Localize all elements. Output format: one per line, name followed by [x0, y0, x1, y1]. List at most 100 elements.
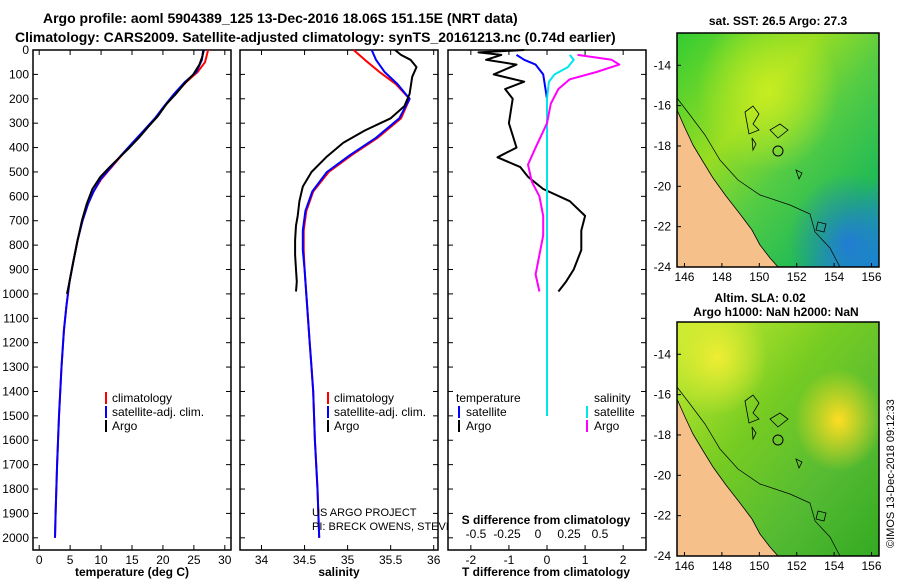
legend-t-satellite-label: satellite [466, 405, 507, 419]
temperature-xlabel: temperature (deg C) [75, 565, 189, 579]
legend-temperature-title: temperature [456, 391, 521, 405]
y-tick-label: 1200 [2, 336, 29, 350]
map-y-tick-label: -22 [654, 509, 672, 523]
difference-top-xlabel: S difference from climatology [462, 513, 631, 527]
y-tick-label: 1400 [2, 384, 29, 398]
x-tick-label: 20 [156, 553, 170, 567]
sst-map: sat. SST: 26.5 Argo: 27.3 146 148 150 152 15… [654, 14, 882, 284]
top-x-tick-label: -0.5 [466, 527, 487, 541]
sst-map-frame [676, 32, 880, 268]
difference-xlabel: T difference from climatology [462, 565, 630, 579]
legend-argo-label: Argo [112, 419, 138, 433]
series-t-argo [477, 49, 587, 293]
x-tick-label: 0 [544, 553, 551, 567]
legend-t-argo-label: Argo [466, 419, 492, 433]
map-x-tick-label: 152 [787, 559, 807, 573]
salinity-legend: climatology satellite-adj. clim. Argo [327, 391, 426, 433]
x-tick-label: 25 [187, 553, 201, 567]
sla-map: Altim. SLA: 0.02 Argo h1000: NaN h2000: … [654, 291, 882, 573]
y-tick-label: 200 [9, 92, 29, 106]
y-tick-label: 600 [9, 189, 29, 203]
top-x-tick-label: 0.5 [592, 527, 609, 541]
top-x-tick-label: 0.25 [557, 527, 581, 541]
x-tick-label: 2 [620, 553, 627, 567]
map-x-tick-label: 146 [674, 270, 694, 284]
credit-line1: US ARGO PROJECT [312, 507, 417, 519]
map-y-tick-label: -22 [654, 220, 672, 234]
y-tick-label: 400 [9, 141, 29, 155]
x-tick-label: 35.5 [379, 553, 403, 567]
map-y-tick-label: -16 [654, 388, 672, 402]
map-x-tick-label: 146 [674, 559, 694, 573]
y-tick-label: 1500 [2, 409, 29, 423]
y-tick-label: 1100 [3, 311, 29, 325]
sst-reefs [744, 105, 827, 233]
y-tick-label: 800 [9, 238, 29, 252]
sla-argo-marker [772, 434, 784, 446]
map-x-tick-label: 148 [712, 270, 732, 284]
y-tick-label: 500 [9, 165, 29, 179]
temperature-legend: climatology satellite-adj. clim. Argo [105, 391, 204, 433]
x-tick-label: 34 [255, 553, 269, 567]
map-x-tick-label: 148 [712, 559, 732, 573]
map-x-tick-label: 156 [862, 270, 882, 284]
x-tick-label: 30 [218, 553, 232, 567]
x-tick-label: -2 [466, 553, 477, 567]
map-x-tick-label: 154 [824, 559, 844, 573]
map-y-tick-label: -16 [654, 99, 672, 113]
y-tick-label: 700 [9, 214, 29, 228]
legend-s-argo-label: Argo [594, 419, 620, 433]
sla-map-title-line1: Altim. SLA: 0.02 [714, 291, 806, 305]
x-tick-label: 35 [341, 553, 355, 567]
legend-s-satellite-label: satellite [594, 405, 635, 419]
y-tick-label: 300 [9, 116, 29, 130]
x-tick-label: 10 [94, 553, 108, 567]
series-argo [66, 49, 205, 295]
x-tick-label: -1 [504, 553, 515, 567]
map-y-tick-label: -18 [654, 428, 672, 442]
y-tick-label: 1600 [2, 433, 29, 447]
y-tick-label: 1900 [2, 506, 29, 520]
y-tick-label: 1300 [2, 360, 29, 374]
x-tick-label: 15 [125, 553, 139, 567]
sst-land [677, 109, 779, 267]
figure-title-line1: Argo profile: aoml 5904389_125 13-Dec-20… [43, 10, 518, 26]
map-x-tick-label: 154 [824, 270, 844, 284]
series-s-satellite [546, 54, 575, 416]
legend-climatology-label: climatology [112, 391, 172, 405]
x-tick-label: 36 [427, 553, 441, 567]
legend-salinity-title: salinity [594, 391, 631, 405]
y-tick-label: 2000 [2, 531, 29, 545]
sla-land [677, 398, 779, 556]
salinity-axes-frame [239, 49, 439, 551]
legend-climatology-label: climatology [334, 391, 394, 405]
y-tick-label: 900 [9, 263, 29, 277]
y-tick-label: 0 [22, 43, 29, 57]
series-satellite-adj-clim- [54, 49, 205, 538]
legend-satellite-label: satellite-adj. clim. [334, 405, 426, 419]
map-x-tick-label: 152 [787, 270, 807, 284]
map-y-tick-label: -24 [654, 549, 672, 563]
map-x-tick-label: 156 [862, 559, 882, 573]
salinity-panel: 34 34.5 35 35.5 36 salinity climatology sate… [239, 49, 569, 579]
legend-satellite-label: satellite-adj. clim. [112, 405, 204, 419]
series-argo [294, 49, 418, 292]
map-y-tick-label: -18 [654, 139, 672, 153]
map-x-tick-label: 150 [749, 270, 769, 284]
salinity-xlabel: salinity [318, 565, 360, 579]
map-y-tick-label: -20 [654, 468, 672, 482]
map-y-tick-label: -24 [654, 260, 672, 274]
temperature-axes-frame [32, 49, 232, 551]
top-x-tick-label: -0.25 [493, 527, 521, 541]
x-tick-label: 5 [67, 553, 74, 567]
temperature-panel: 0 100 200 300 400 500 600 700 800 900 1000 1100 1200… [2, 43, 232, 579]
y-tick-label: 1800 [2, 482, 29, 496]
x-tick-label: 1 [582, 553, 589, 567]
x-tick-label: 34.5 [293, 553, 317, 567]
y-tick-label: 100 [9, 67, 29, 81]
sla-map-title-line2: Argo h1000: NaN h2000: NaN [693, 305, 858, 319]
y-tick-label: 1000 [2, 287, 29, 301]
legend-argo-label: Argo [334, 419, 360, 433]
sla-map-frame [676, 321, 880, 557]
